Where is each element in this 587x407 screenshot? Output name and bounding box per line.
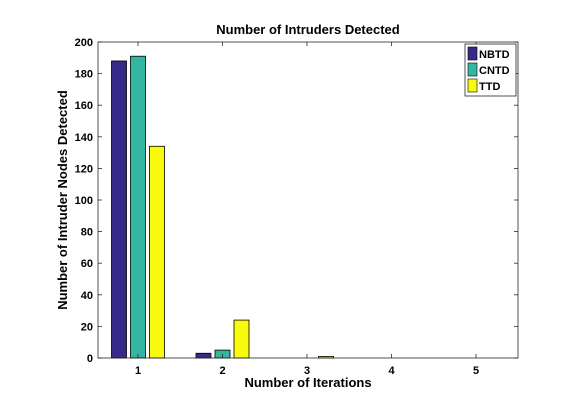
- y-tick-label: 80: [81, 227, 93, 239]
- y-tick-label: 120: [75, 163, 93, 175]
- x-tick-label: 4: [388, 365, 395, 377]
- x-tick-label: 1: [135, 365, 141, 377]
- axes: 0 20 40 60 80 100 120 140 160 180 200 1 2 3 4 5: [75, 37, 519, 377]
- chart-title: Number of Intruders Detected: [216, 22, 400, 37]
- y-tick-label: 60: [81, 258, 93, 270]
- y-tick-label: 40: [81, 290, 93, 302]
- plot-background: [98, 42, 518, 358]
- legend-label-ttd: TTD: [479, 81, 500, 93]
- y-tick-label: 140: [75, 132, 93, 144]
- legend: NBTD CNTD TTD: [464, 43, 517, 97]
- x-tick-label: 3: [304, 365, 310, 377]
- legend-swatch-cntd: [467, 62, 478, 77]
- y-tick-label: 200: [75, 37, 93, 49]
- legend-swatch-nbtd: [467, 46, 478, 61]
- bar-cntd-iter-1: [130, 55, 146, 359]
- legend-swatch-ttd: [467, 78, 478, 93]
- bar-nbtd-iter-1: [111, 60, 127, 359]
- x-tick-label: 5: [473, 365, 479, 377]
- y-axis-label: Number of Intruder Nodes Detected: [55, 90, 70, 310]
- bar-ttd-iter-1: [149, 145, 165, 359]
- y-tick-label: 100: [75, 195, 93, 207]
- y-tick-label: 180: [75, 69, 93, 81]
- legend-label-cntd: CNTD: [479, 65, 510, 77]
- y-tick-label: 0: [87, 353, 93, 365]
- plot-area: [98, 42, 518, 358]
- x-axis-label: Number of Iterations: [244, 375, 371, 390]
- x-tick-label: 2: [219, 365, 225, 377]
- y-tick-label: 20: [81, 321, 93, 333]
- legend-label-nbtd: NBTD: [479, 49, 510, 61]
- bar-ttd-iter-2: [233, 319, 250, 359]
- y-tick-label: 160: [75, 100, 93, 112]
- bar-nbtd-iter-2: [195, 352, 212, 359]
